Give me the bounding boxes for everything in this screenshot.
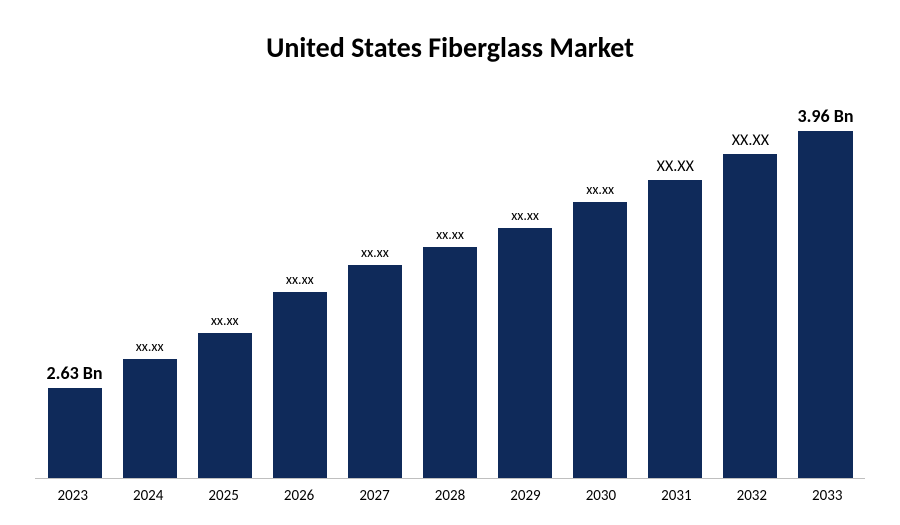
x-axis-label: 2029 [488, 487, 563, 505]
bar [498, 228, 552, 478]
bar [273, 292, 327, 479]
bar-slot: xx.xx [262, 105, 337, 478]
chart-title: United States Fiberglass Market [35, 30, 865, 65]
bar [198, 333, 252, 478]
bar-slot: xx.xx [112, 105, 187, 478]
bar-value-label: xx.xx [586, 181, 614, 198]
bar-value-label: xx.xx [286, 271, 314, 288]
chart-container: United States Fiberglass Market 2.63 Bn x… [0, 0, 900, 525]
x-axis-label: 2026 [261, 487, 336, 505]
bar-value-label: XX.XX [732, 131, 769, 150]
bar-slot: xx.xx [563, 105, 638, 478]
bar-slot: XX.XX [713, 105, 788, 478]
bar [348, 265, 402, 478]
bar-value-label: xx.xx [361, 244, 389, 261]
x-axis-label: 2025 [186, 487, 261, 505]
bar [798, 131, 852, 478]
bar-slot: xx.xx [412, 105, 487, 478]
x-axis-label: 2024 [110, 487, 185, 505]
bar [573, 202, 627, 478]
bar-value-label: xx.xx [511, 207, 539, 224]
x-axis-label: 2030 [563, 487, 638, 505]
x-axis-labels: 2023202420252026202720282029203020312032… [35, 479, 865, 505]
bar-slot: xx.xx [187, 105, 262, 478]
x-axis-label: 2031 [639, 487, 714, 505]
bar-value-label: XX.XX [657, 157, 694, 176]
bar-slot: 3.96 Bn [788, 105, 863, 478]
bar-slot: XX.XX [638, 105, 713, 478]
bar-value-label: 2.63 Bn [47, 362, 103, 384]
plot-area: 2.63 Bn xx.xx xx.xx xx.xx xx.xx xx.xx xx.xx xx.… [35, 105, 865, 505]
x-axis-label: 2027 [337, 487, 412, 505]
bar-value-label: xx.xx [136, 338, 164, 355]
bar-value-label: xx.xx [436, 226, 464, 243]
x-axis-label: 2023 [35, 487, 110, 505]
bar [123, 359, 177, 478]
bar [648, 180, 702, 478]
bar-slot: 2.63 Bn [37, 105, 112, 478]
bar [423, 247, 477, 478]
x-axis-label: 2028 [412, 487, 487, 505]
bar-value-label: 3.96 Bn [797, 105, 853, 127]
bar-slot: xx.xx [488, 105, 563, 478]
bar-value-label: xx.xx [211, 312, 239, 329]
bar-slot: xx.xx [337, 105, 412, 478]
x-axis-label: 2033 [790, 487, 865, 505]
bars-row: 2.63 Bn xx.xx xx.xx xx.xx xx.xx xx.xx xx.xx xx.… [35, 105, 865, 479]
x-axis-label: 2032 [714, 487, 789, 505]
bar [723, 154, 777, 479]
bar [48, 388, 102, 478]
